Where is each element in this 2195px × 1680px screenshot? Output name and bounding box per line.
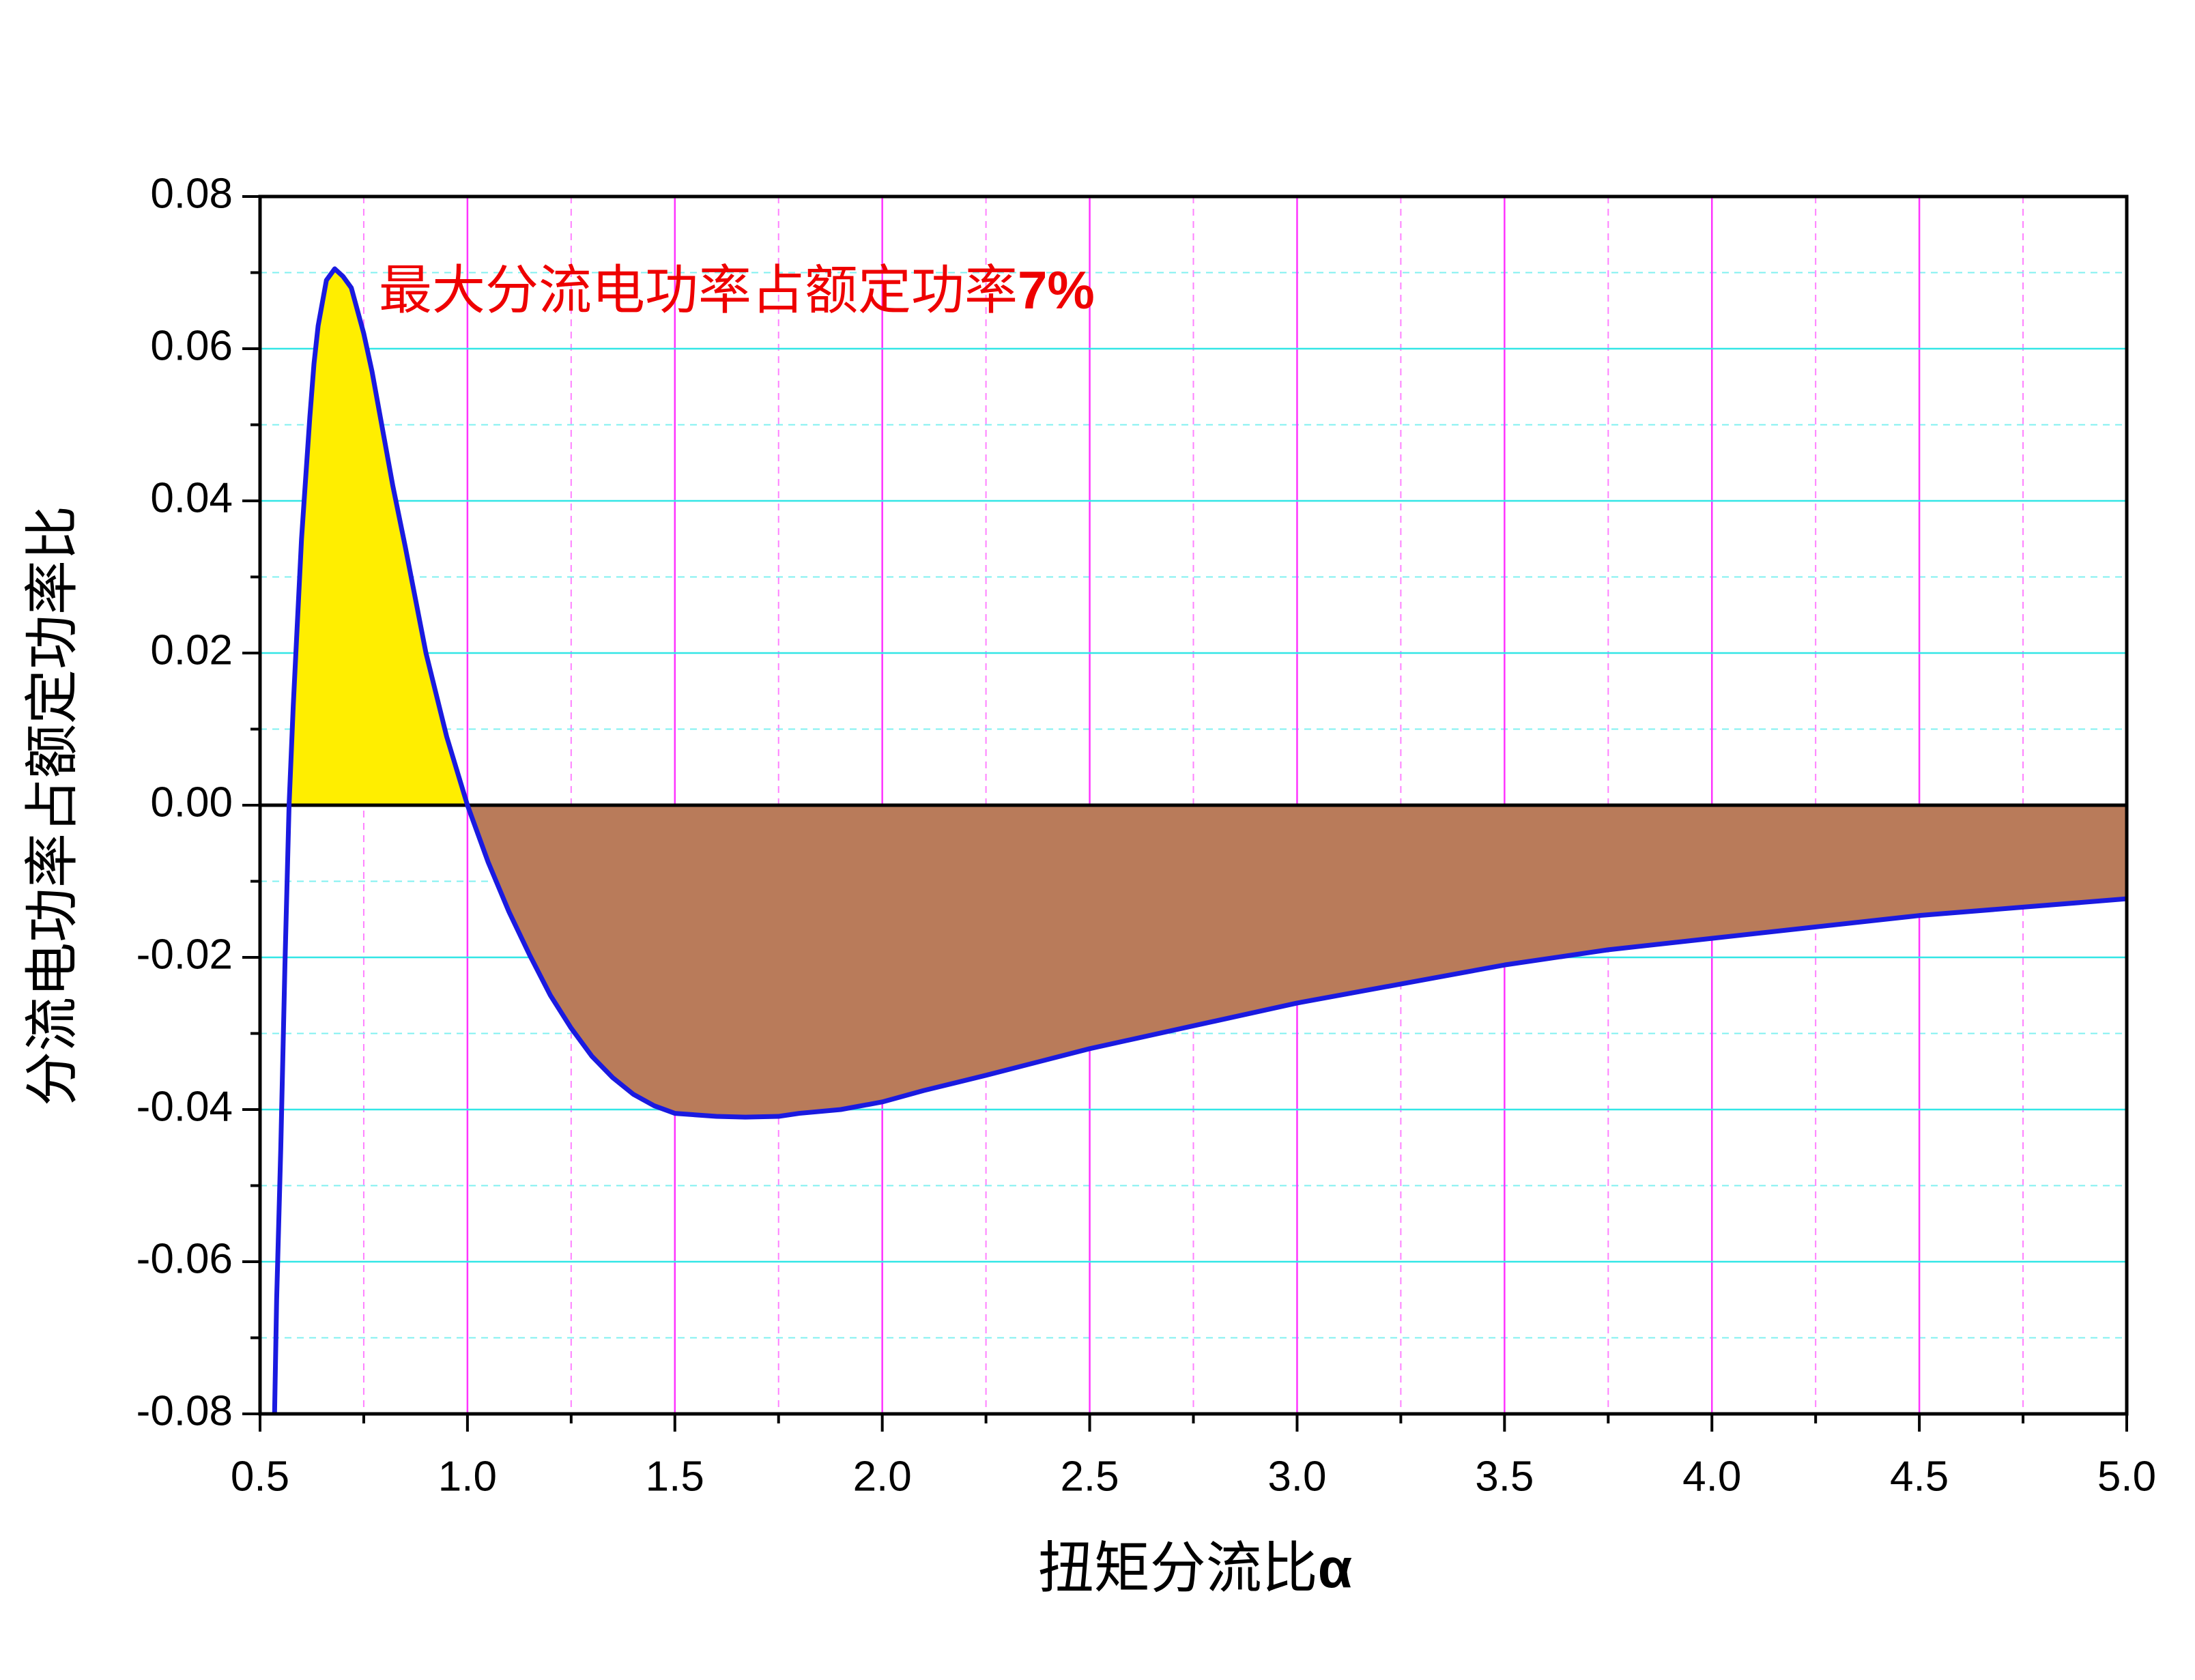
y-tick-label: 0.08 bbox=[150, 170, 233, 217]
positive-area bbox=[289, 268, 468, 805]
plot-frame bbox=[258, 194, 2129, 1416]
x-tick-label: 1.0 bbox=[438, 1453, 497, 1500]
fills bbox=[289, 268, 2127, 1118]
y-tick-label: 0.04 bbox=[150, 474, 233, 521]
annotation-value: 7% bbox=[1018, 260, 1095, 320]
x-tick-label: 2.5 bbox=[1060, 1453, 1119, 1500]
lines bbox=[260, 266, 2127, 1414]
negative-area bbox=[289, 805, 2127, 1118]
y-tick-label: 0.00 bbox=[150, 779, 233, 826]
x-tick-label: 0.5 bbox=[231, 1453, 289, 1500]
x-label-text: 扭矩分流比 bbox=[1038, 1536, 1318, 1601]
x-tick-label: 5.0 bbox=[2097, 1453, 2156, 1500]
x-tick-label: 1.5 bbox=[646, 1453, 704, 1500]
x-axis-label: 扭矩分流比α bbox=[1038, 1536, 1352, 1601]
x-tick-label: 3.0 bbox=[1267, 1453, 1326, 1500]
y-tick-label: -0.04 bbox=[137, 1083, 233, 1130]
y-tick-label: -0.02 bbox=[137, 931, 233, 978]
annotation: 最大分流电功率占额定功率7% bbox=[379, 260, 1095, 321]
series-line bbox=[272, 266, 2127, 1414]
x-label-symbol: α bbox=[1318, 1537, 1352, 1599]
y-tick-label: -0.08 bbox=[137, 1387, 233, 1434]
x-tick-label: 4.0 bbox=[1682, 1453, 1741, 1500]
y-tick-label: 0.06 bbox=[150, 322, 233, 369]
annotation-text: 最大分流电功率占额定功率 bbox=[379, 260, 1018, 321]
x-tick-label: 4.5 bbox=[1890, 1453, 1949, 1500]
axes: 0.5 1.0 1.5 2.0 2.5 3.0 3.5 4.0 4.5 5.0 -0.08 -0.06… bbox=[137, 170, 2156, 1500]
y-tick-label: -0.06 bbox=[137, 1235, 233, 1282]
y-axis-label: 分流电功率占额定功率比 bbox=[20, 506, 84, 1106]
y-tick-label: 0.02 bbox=[150, 626, 233, 674]
x-tick-label: 3.5 bbox=[1475, 1453, 1534, 1500]
x-tick-label: 2.0 bbox=[853, 1453, 912, 1500]
